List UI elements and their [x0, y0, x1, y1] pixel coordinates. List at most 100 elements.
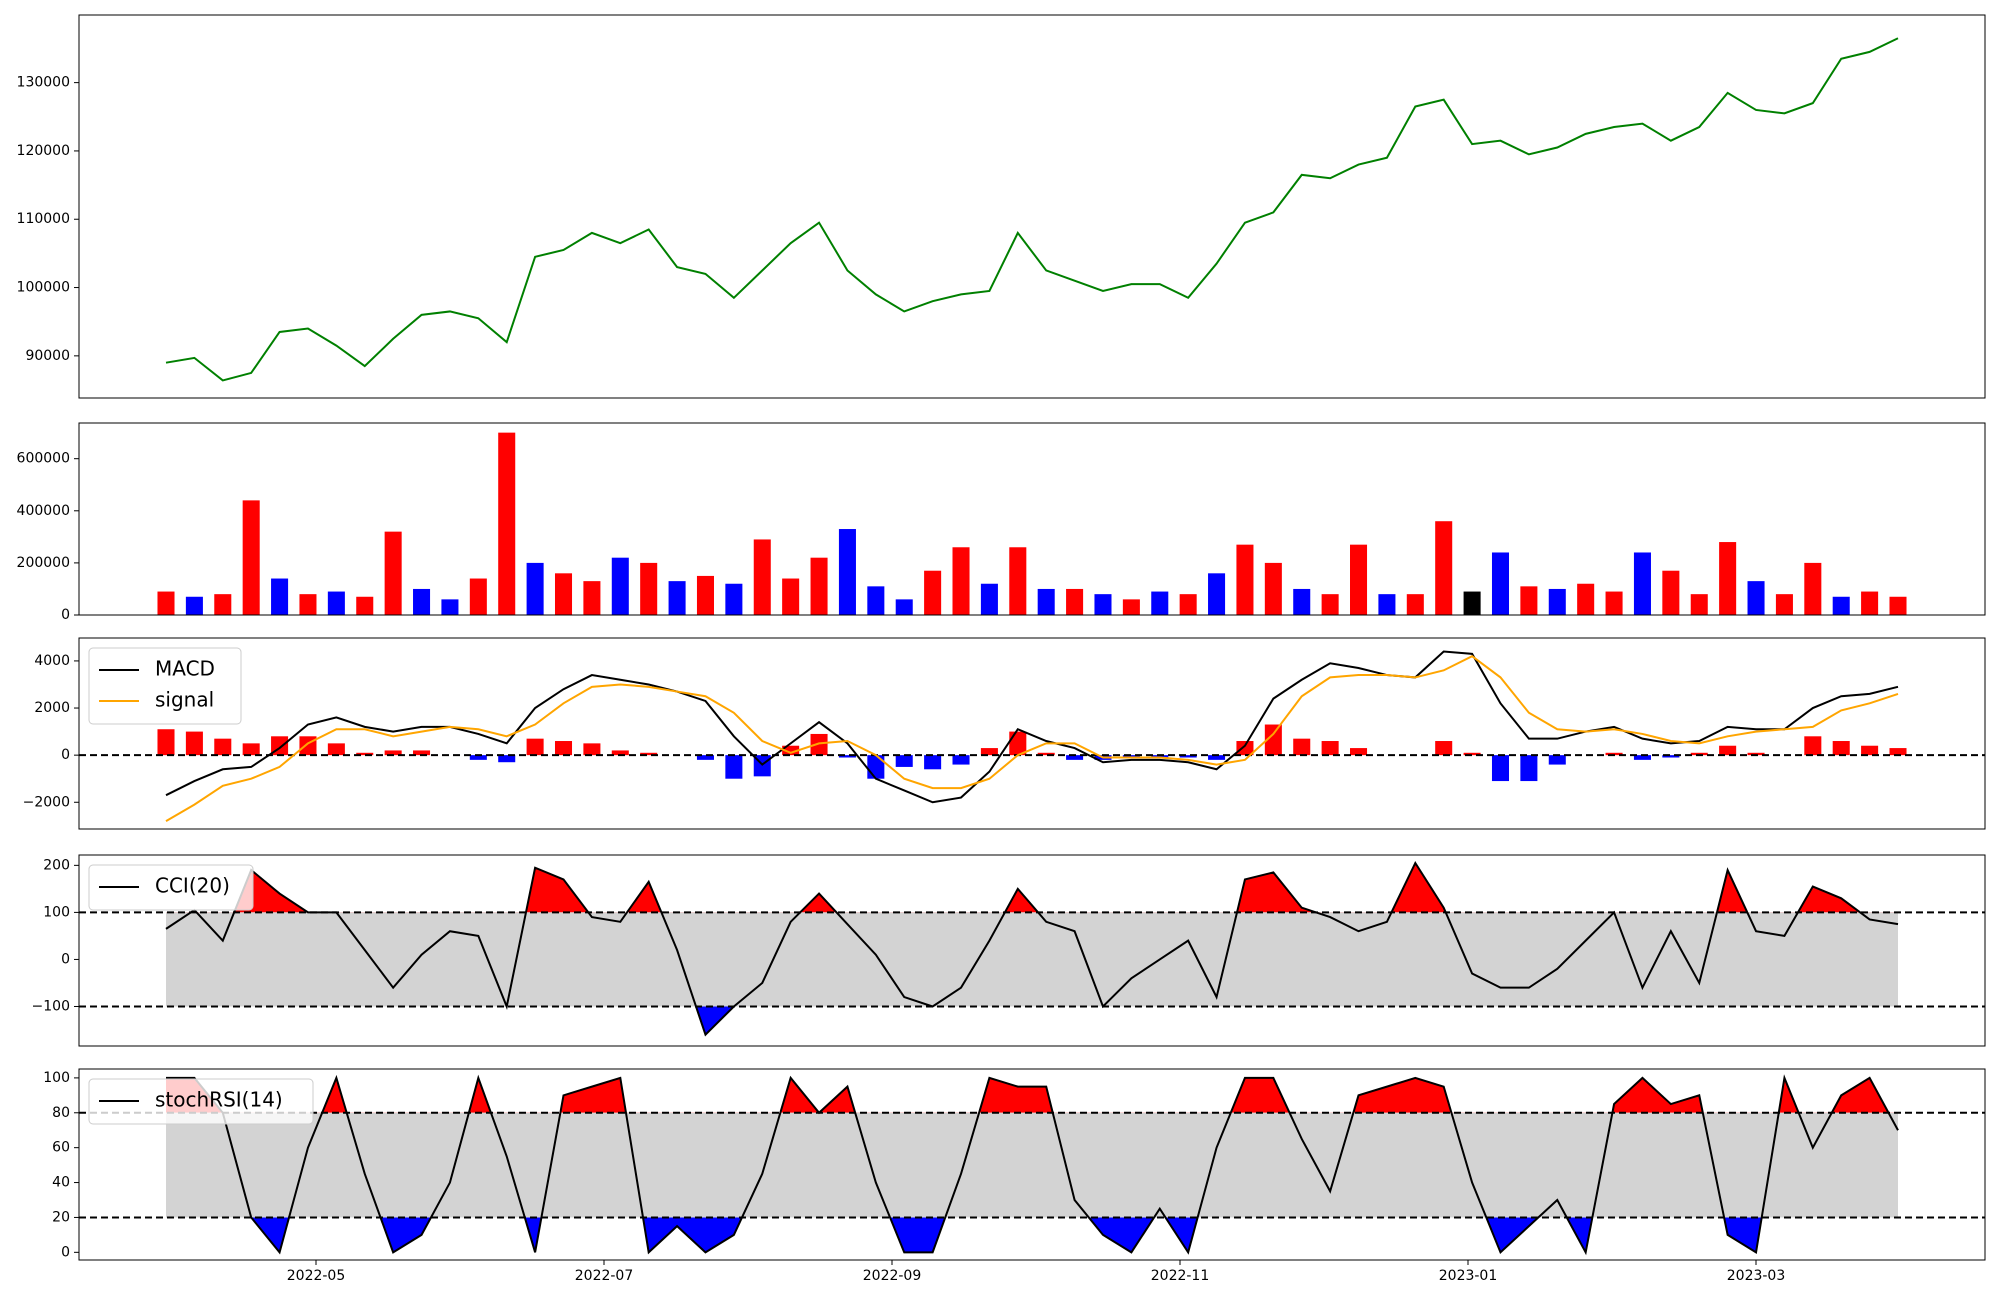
volume-bar [554, 573, 573, 615]
y-tick-label: 0 [61, 747, 70, 763]
volume-bar [1122, 599, 1140, 615]
x-tick-label: 2023-03 [1727, 1268, 1786, 1284]
histogram-bar [1293, 738, 1311, 756]
above-area [166, 863, 1898, 913]
volume-bar [810, 557, 828, 615]
histogram-bar [611, 750, 629, 756]
volume-bar [157, 591, 175, 615]
volume-bar [1208, 573, 1226, 615]
volume-bar [1435, 521, 1453, 615]
volume-bar [611, 557, 629, 615]
series-line [165, 650, 1899, 804]
histogram-bar [952, 755, 970, 765]
legend-box [88, 1078, 314, 1125]
y-tick-label: 90000 [25, 348, 70, 364]
y-tick-label: 200000 [17, 555, 70, 571]
volume-bar [838, 529, 856, 615]
histogram-bar [1662, 755, 1680, 758]
x-tick-label: 2022-11 [1151, 1268, 1210, 1284]
panel-frame [78, 1068, 1986, 1261]
y-tick-label: −2000 [23, 794, 70, 810]
volume-bar [1775, 594, 1793, 615]
volume-bar [980, 583, 998, 615]
y-tick-label: 600000 [17, 451, 70, 467]
histogram-bar [554, 741, 573, 756]
histogram-bar [725, 755, 743, 779]
volume-bar [1832, 596, 1850, 615]
histogram-bar [1633, 755, 1651, 760]
legend-box [88, 864, 254, 911]
volume-bar [1406, 594, 1424, 615]
panel-frame [78, 854, 1986, 1047]
volume-bar [867, 586, 885, 615]
volume-bar [1321, 594, 1339, 615]
volume-bar [583, 581, 601, 615]
volume-bar [242, 500, 260, 615]
histogram-bar [810, 733, 828, 756]
volume-bar [1662, 570, 1680, 615]
series-line [165, 860, 1899, 1037]
volume-bar [1861, 591, 1879, 615]
y-tick-label: 200 [43, 857, 70, 873]
histogram-bar [214, 738, 232, 756]
volume-bar [299, 594, 317, 615]
volume-bar [1719, 542, 1737, 615]
volume-bar [1690, 594, 1708, 615]
volume-bar [1236, 544, 1254, 615]
y-tick-label: 110000 [17, 211, 70, 227]
histogram-bar [299, 736, 317, 756]
volume-bar [1066, 588, 1084, 615]
volume-bar [356, 596, 374, 615]
volume-bar [1889, 596, 1907, 615]
histogram-bar [185, 731, 203, 756]
histogram-bar [895, 755, 913, 767]
volume-bar [1605, 591, 1623, 615]
volume-bar [271, 578, 289, 615]
y-tick-label: 0 [61, 1244, 70, 1260]
volume-bar [469, 578, 487, 615]
volume-bar [526, 562, 544, 615]
histogram-bar [413, 750, 431, 756]
panel-frame [78, 14, 1986, 399]
histogram-bar [1463, 752, 1481, 756]
y-tick-label: 0 [61, 607, 70, 623]
legend-label: signal [155, 688, 214, 712]
histogram-bar [1520, 755, 1538, 782]
histogram-bar [583, 743, 601, 756]
y-tick-label: 20 [52, 1209, 70, 1225]
y-tick-label: 80 [52, 1105, 70, 1121]
volume-bar [384, 531, 402, 615]
histogram-bar [1009, 731, 1027, 756]
histogram-bar [1066, 755, 1084, 760]
histogram-bar [1179, 755, 1197, 758]
volume-bar [327, 591, 345, 615]
volume-bar [640, 562, 658, 615]
volume-bar [1293, 588, 1311, 615]
histogram-bar [980, 748, 998, 756]
volume-bar [1264, 562, 1282, 615]
histogram-bar [1435, 741, 1453, 756]
volume-bar [214, 594, 232, 615]
histogram-bar [1208, 755, 1226, 760]
volume-bar [1804, 562, 1822, 615]
y-tick-label: 0 [61, 951, 70, 967]
y-tick-label: 100 [43, 904, 70, 920]
volume-bar [696, 575, 714, 615]
y-tick-label: 400000 [17, 503, 70, 519]
series-line [165, 655, 1899, 822]
histogram-bar [1037, 752, 1055, 756]
histogram-bar [242, 743, 260, 756]
histogram-bar [1605, 752, 1623, 756]
histogram-bar [526, 738, 544, 756]
histogram-bar [1236, 741, 1254, 756]
volume-bar [1350, 544, 1368, 615]
histogram-bar [1491, 755, 1510, 782]
volume-bar [1633, 552, 1651, 615]
panel-frame [78, 637, 1986, 830]
histogram-bar [782, 745, 800, 756]
volume-bar [185, 596, 203, 615]
volume-bar [725, 583, 743, 615]
histogram-bar [1264, 724, 1282, 756]
band [166, 912, 1898, 1007]
